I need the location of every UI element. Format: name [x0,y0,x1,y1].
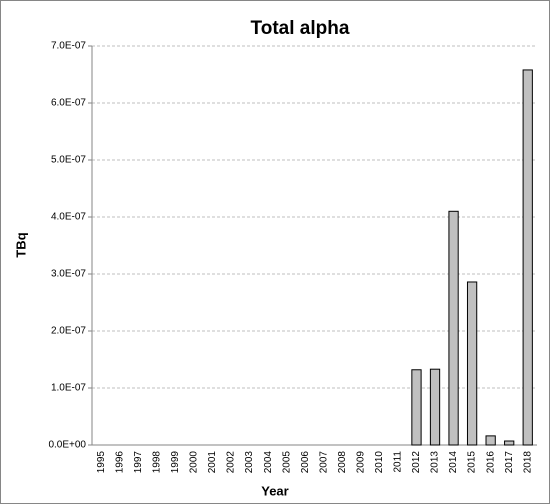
x-tick-label: 2000 [189,451,200,474]
x-tick-label: 2016 [485,451,496,474]
x-tick-label: 2015 [467,451,478,474]
y-tick-label: 4.0E-07 [51,212,86,223]
y-tick-label: 0.0E+00 [48,440,86,451]
x-tick-label: 2009 [355,451,366,474]
x-tick-label: 2004 [263,451,274,474]
x-tick-label: 2007 [318,451,329,474]
y-tick-label: 1.0E-07 [51,383,86,394]
x-axis-title: Year [261,483,288,498]
x-tick-label: 2003 [244,451,255,474]
bar [411,369,422,446]
x-tick-label: 2012 [411,451,422,474]
bar [485,435,496,446]
x-tick-label: 2006 [300,451,311,474]
x-tick-label: 2005 [281,451,292,474]
bar [504,440,515,446]
bar [448,210,459,446]
x-tick-label: 2014 [448,451,459,474]
bar [522,69,533,446]
x-tick-label: 2001 [207,451,218,474]
x-tick-label: 2002 [226,451,237,474]
y-tick-label: 3.0E-07 [51,269,86,280]
y-tick-label: 6.0E-07 [51,98,86,109]
x-tick-label: 1995 [96,451,107,474]
x-tick-label: 1996 [114,451,125,474]
x-tick-label: 2013 [430,451,441,474]
x-tick-label: 1998 [152,451,163,474]
y-tick-label: 2.0E-07 [51,326,86,337]
bar [429,368,441,446]
x-tick-label: 1999 [170,451,181,474]
y-tick-label: 7.0E-07 [51,41,86,52]
x-tick-label: 2008 [337,451,348,474]
y-tick-label: 5.0E-07 [51,155,86,166]
x-tick-label: 2018 [522,451,533,474]
y-axis-title: TBq [13,232,28,257]
x-tick-label: 1997 [133,451,144,474]
bar [466,281,478,446]
x-tick-label: 2017 [504,451,515,474]
x-tick-label: 2010 [374,451,385,474]
x-tick-label: 2011 [393,451,404,473]
chart-title: Total alpha [251,18,350,39]
